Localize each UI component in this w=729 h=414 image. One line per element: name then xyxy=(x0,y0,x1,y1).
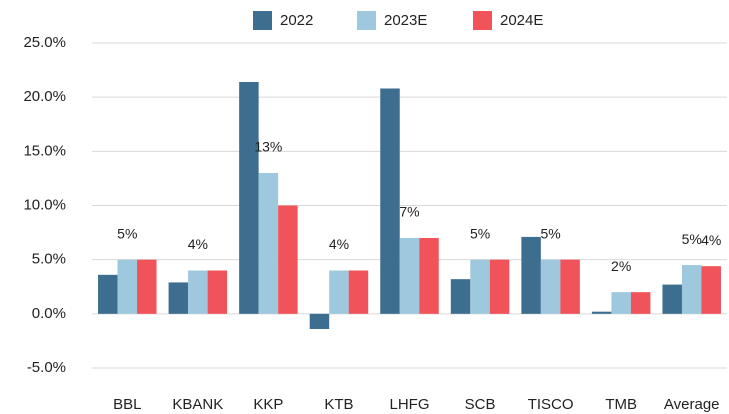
x-tick-label: LHFG xyxy=(389,396,429,413)
bar xyxy=(521,236,541,314)
bar xyxy=(329,270,349,314)
bar xyxy=(419,238,439,314)
bar xyxy=(348,270,369,314)
bar xyxy=(137,259,157,314)
bar xyxy=(630,292,651,314)
bar xyxy=(168,282,189,314)
data-label: 13% xyxy=(254,139,282,155)
legend-label: 2022 xyxy=(280,12,313,29)
x-tick-label: KKP xyxy=(253,396,283,413)
data-label: 5% xyxy=(117,225,137,241)
y-tick-label: 0.0% xyxy=(32,305,66,322)
x-tick-label: Average xyxy=(664,396,720,413)
bar xyxy=(701,266,721,314)
bar xyxy=(278,205,298,314)
data-label: 5% xyxy=(470,225,490,241)
bar xyxy=(309,313,330,329)
data-label: 2% xyxy=(611,258,631,274)
y-tick-label: 5.0% xyxy=(32,251,66,268)
bar xyxy=(188,270,208,314)
y-tick-label: 20.0% xyxy=(23,88,66,105)
data-label: 4% xyxy=(188,236,208,252)
bar xyxy=(662,284,682,314)
bar xyxy=(98,274,118,314)
x-tick-label: BBL xyxy=(113,396,141,413)
legend-swatch xyxy=(253,11,272,30)
bar xyxy=(380,88,400,314)
legend-label: 2024E xyxy=(500,12,543,29)
bar xyxy=(239,82,259,314)
bar xyxy=(399,238,420,314)
x-tick-label: KTB xyxy=(324,396,353,413)
legend-swatch xyxy=(473,11,492,30)
bar xyxy=(207,270,228,314)
y-tick-label: 15.0% xyxy=(23,142,66,159)
bar xyxy=(540,259,561,314)
legend-label: 2023E xyxy=(384,12,427,29)
bar xyxy=(611,292,631,314)
x-tick-label: KBANK xyxy=(172,396,223,413)
data-label: 4% xyxy=(329,236,349,252)
x-tick-label: TMB xyxy=(605,396,637,413)
y-tick-label: 10.0% xyxy=(23,196,66,213)
bar xyxy=(470,259,490,314)
data-label: 5% xyxy=(682,231,702,247)
bar xyxy=(117,259,138,314)
bar xyxy=(681,265,702,314)
bar xyxy=(591,311,612,314)
x-tick-label: SCB xyxy=(465,396,496,413)
bar xyxy=(450,279,471,314)
y-tick-label: -5.0% xyxy=(27,359,66,376)
bar xyxy=(489,259,510,314)
data-label: 7% xyxy=(399,204,419,220)
legend-swatch xyxy=(357,11,376,30)
bar xyxy=(560,259,580,314)
bar xyxy=(258,173,279,314)
data-label: 5% xyxy=(540,225,560,241)
x-tick-label: TISCO xyxy=(528,396,574,413)
y-tick-label: 25.0% xyxy=(23,34,66,51)
data-label: 4% xyxy=(701,232,721,248)
